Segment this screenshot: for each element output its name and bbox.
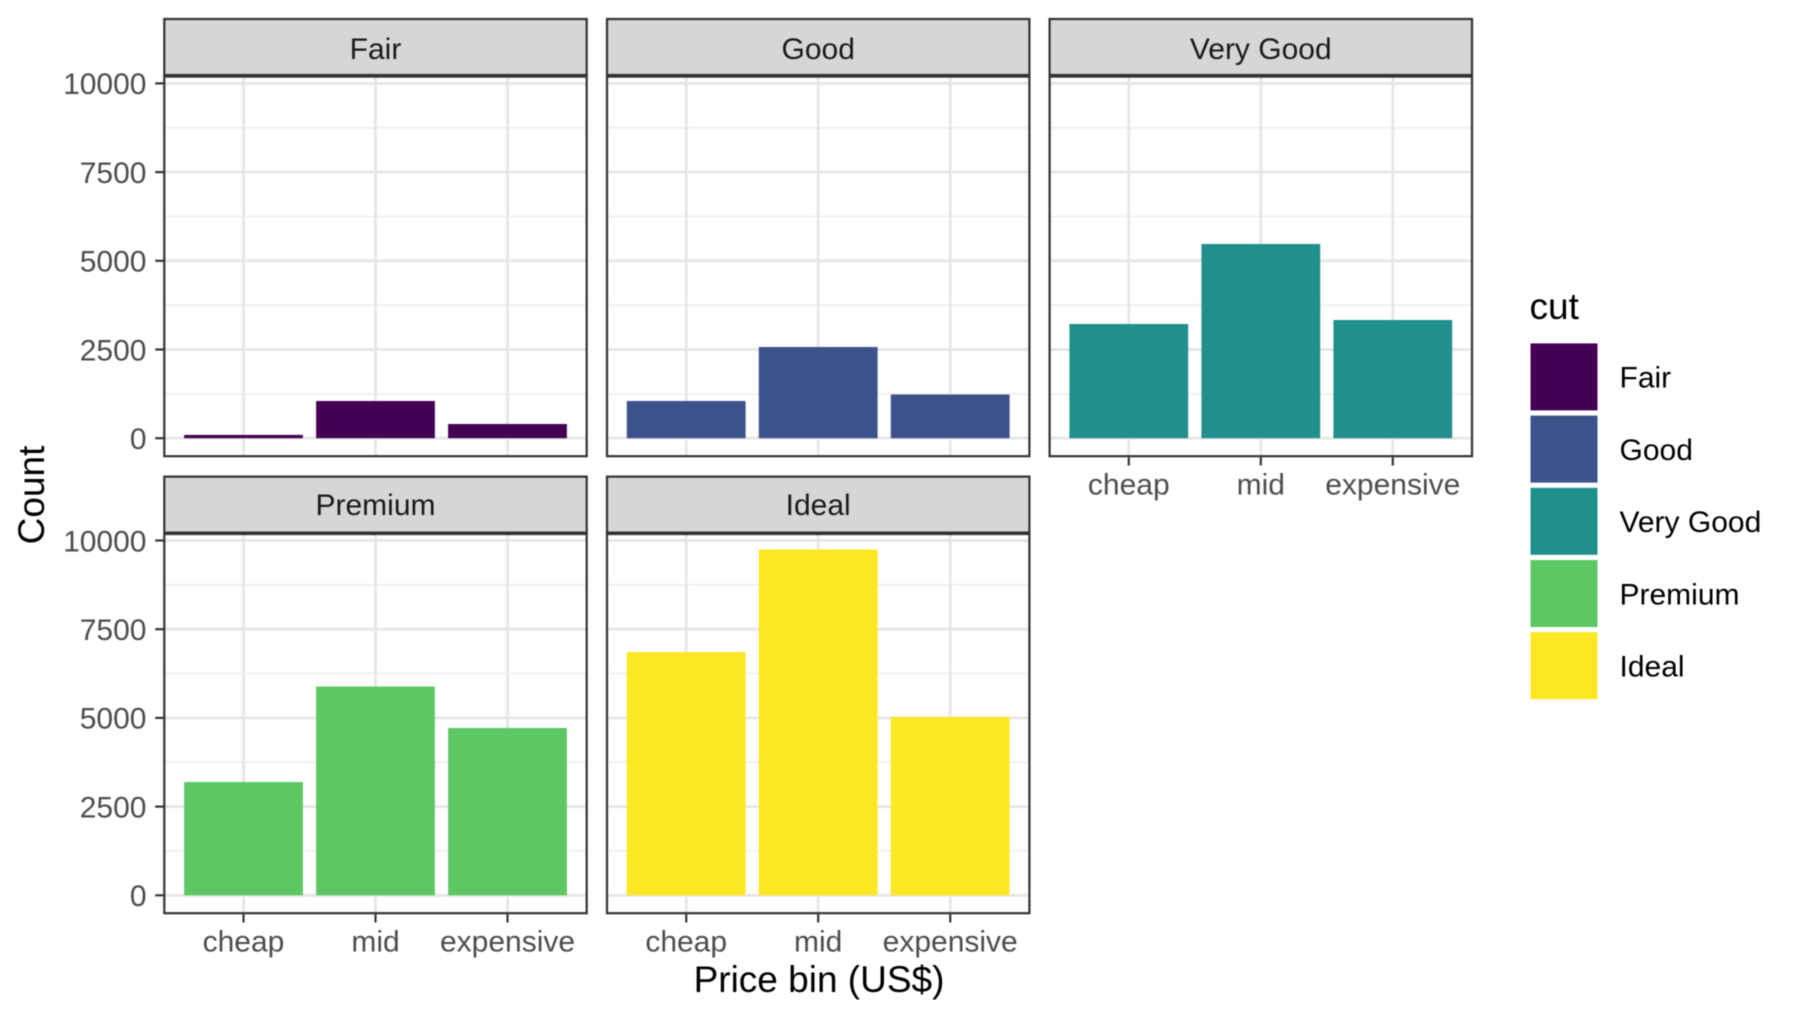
- svg-text:cheap: cheap: [645, 926, 727, 959]
- svg-text:expensive: expensive: [1325, 469, 1460, 502]
- svg-text:mid: mid: [351, 926, 399, 959]
- svg-text:2500: 2500: [80, 334, 147, 367]
- svg-text:Ideal: Ideal: [1620, 651, 1685, 684]
- svg-text:7500: 7500: [80, 614, 147, 647]
- svg-text:10000: 10000: [63, 68, 146, 101]
- svg-text:expensive: expensive: [440, 926, 575, 959]
- svg-text:Good: Good: [782, 33, 855, 66]
- svg-text:mid: mid: [794, 926, 842, 959]
- svg-text:10000: 10000: [63, 525, 146, 558]
- svg-text:Ideal: Ideal: [786, 489, 851, 522]
- svg-text:2500: 2500: [80, 791, 147, 824]
- svg-text:5000: 5000: [80, 703, 147, 736]
- svg-text:mid: mid: [1237, 469, 1285, 502]
- svg-text:cheap: cheap: [1088, 469, 1170, 502]
- svg-text:Very Good: Very Good: [1190, 33, 1332, 66]
- svg-text:cut: cut: [1530, 286, 1580, 327]
- svg-text:Good: Good: [1620, 434, 1693, 467]
- svg-text:7500: 7500: [80, 157, 147, 190]
- svg-text:0: 0: [130, 880, 147, 913]
- svg-text:Count: Count: [11, 445, 52, 544]
- svg-text:Premium: Premium: [1620, 578, 1740, 611]
- svg-text:Premium: Premium: [315, 489, 435, 522]
- svg-text:0: 0: [130, 423, 147, 456]
- svg-text:Price bin (US$): Price bin (US$): [694, 959, 945, 1000]
- svg-text:Very Good: Very Good: [1620, 506, 1762, 539]
- svg-text:expensive: expensive: [883, 926, 1018, 959]
- svg-text:5000: 5000: [80, 246, 147, 279]
- svg-text:Fair: Fair: [350, 33, 402, 66]
- svg-text:Fair: Fair: [1620, 362, 1672, 395]
- svg-text:cheap: cheap: [203, 926, 285, 959]
